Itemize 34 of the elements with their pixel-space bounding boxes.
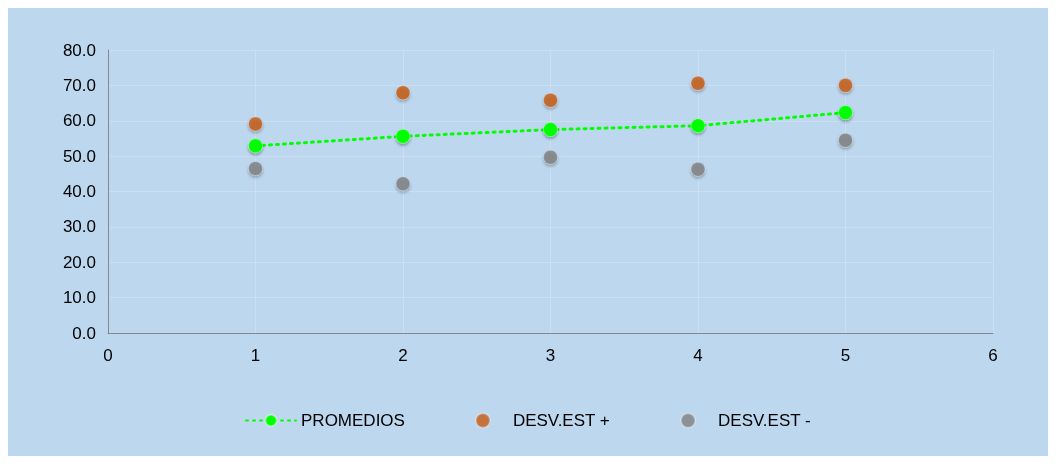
point <box>248 116 263 132</box>
point <box>838 132 853 148</box>
x-tick-label: 3 <box>545 346 556 365</box>
y-tick-label: 70.0 <box>62 75 96 95</box>
y-tick-label: 60.0 <box>62 111 96 131</box>
y-tick-label: 10.0 <box>62 288 96 308</box>
legend-label: DESV.EST + <box>512 411 610 430</box>
y-tick-label: 30.0 <box>62 217 96 237</box>
x-tick-label: 0 <box>103 346 113 365</box>
point <box>395 128 411 144</box>
x-tick-label: 2 <box>398 346 408 365</box>
point <box>690 161 706 177</box>
y-tick-label: 40.0 <box>62 182 96 201</box>
point <box>248 161 263 176</box>
x-tick-label: 1 <box>250 346 261 365</box>
point <box>395 85 411 101</box>
point <box>543 92 558 108</box>
y-tick-label: 50.0 <box>62 146 96 166</box>
x-tick-label: 5 <box>840 346 851 365</box>
point <box>690 75 706 91</box>
point <box>543 149 558 165</box>
legend-label: DESV.EST - <box>718 411 811 430</box>
point <box>395 176 411 192</box>
y-tick-label: 80.0 <box>62 40 96 60</box>
point <box>838 77 853 93</box>
y-tick-label: 20.0 <box>62 252 96 272</box>
legend-label: PROMEDIOS <box>301 411 405 430</box>
x-tick-label: 6 <box>988 346 998 365</box>
point <box>690 118 706 134</box>
x-tick-label: 4 <box>693 346 703 365</box>
point <box>838 105 853 121</box>
y-tick-label: 0.0 <box>72 323 96 343</box>
point <box>543 122 558 138</box>
point <box>248 138 263 154</box>
